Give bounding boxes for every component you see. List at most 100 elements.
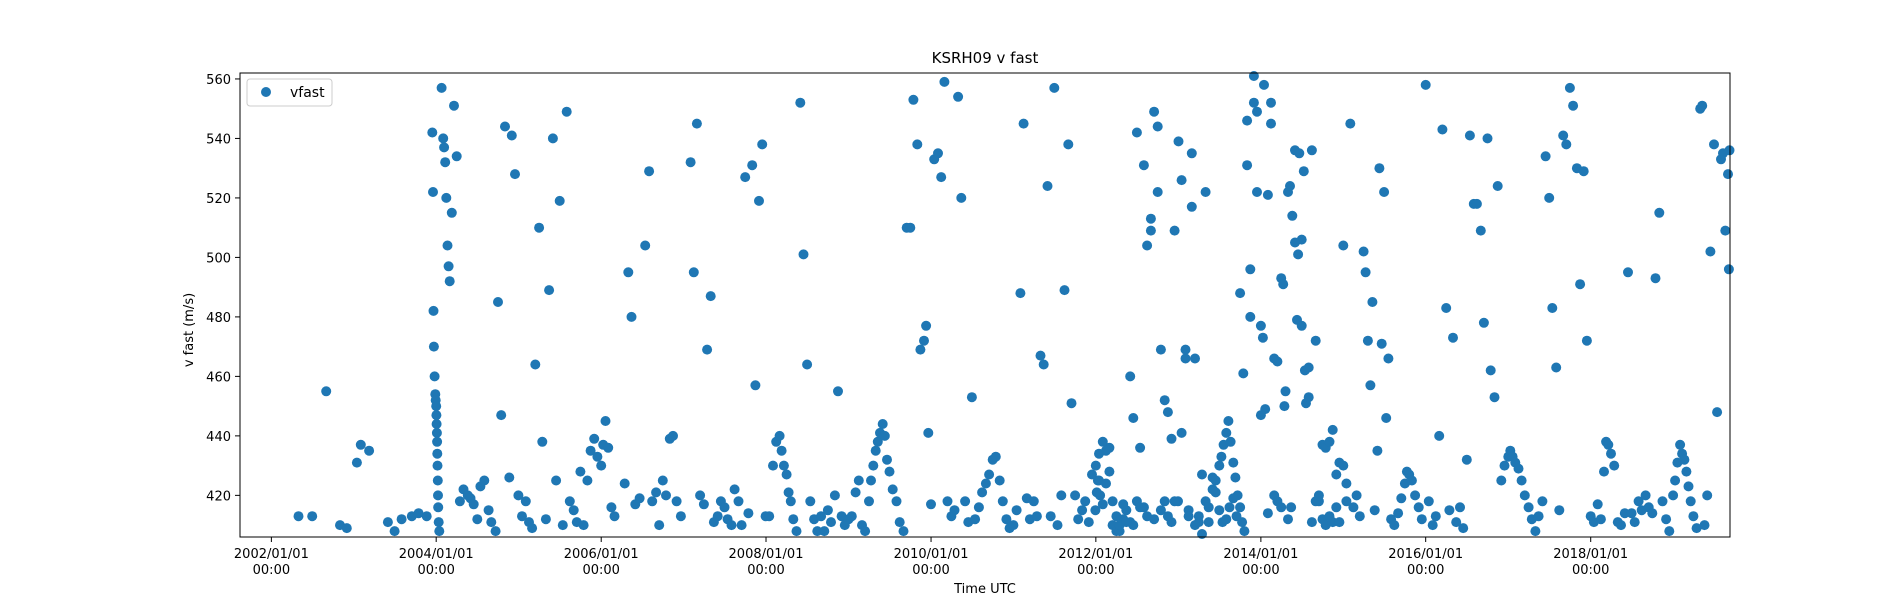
data-point xyxy=(1049,82,1060,93)
data-point xyxy=(1381,413,1392,423)
data-point xyxy=(1441,303,1452,313)
data-point xyxy=(1142,240,1153,251)
data-point xyxy=(1396,493,1407,504)
data-point xyxy=(438,133,449,144)
data-point xyxy=(493,297,503,307)
data-point xyxy=(1461,454,1472,465)
data-point xyxy=(1255,410,1266,421)
data-point xyxy=(905,222,916,233)
data-point xyxy=(454,496,465,507)
data-point xyxy=(1203,502,1214,513)
data-point xyxy=(1125,371,1136,382)
data-point xyxy=(1354,511,1365,522)
data-point xyxy=(428,341,439,352)
x-tick-time-label: 00:00 xyxy=(1572,563,1609,578)
data-point xyxy=(973,502,984,513)
data-point xyxy=(776,445,787,456)
data-point xyxy=(719,502,730,513)
data-point xyxy=(1272,356,1283,367)
data-point xyxy=(1239,526,1250,537)
data-point xyxy=(783,487,794,498)
data-point xyxy=(826,517,836,528)
data-point xyxy=(534,222,545,233)
data-point xyxy=(1138,502,1149,513)
data-point xyxy=(1266,97,1276,108)
data-point xyxy=(671,496,682,507)
data-point xyxy=(1554,505,1565,516)
data-point xyxy=(432,436,443,447)
data-point xyxy=(1393,508,1404,519)
data-point xyxy=(1661,514,1672,525)
data-point xyxy=(433,502,444,513)
x-tick-label: 2006/01/01 xyxy=(564,547,639,562)
data-point xyxy=(540,514,551,525)
data-point xyxy=(833,386,843,397)
data-point xyxy=(1145,213,1156,224)
data-point xyxy=(1203,517,1214,528)
data-point xyxy=(736,520,747,531)
y-tick-label: 500 xyxy=(206,251,231,266)
data-point xyxy=(433,490,443,501)
data-point xyxy=(382,517,393,528)
x-tick-time-label: 00:00 xyxy=(1407,563,1444,578)
x-axis-ticks: 2002/01/0100:002004/01/0100:002006/01/01… xyxy=(234,537,1628,578)
x-tick-label: 2010/01/01 xyxy=(894,547,969,562)
data-point xyxy=(341,523,352,534)
data-point xyxy=(788,514,799,525)
data-point xyxy=(389,526,400,537)
data-point xyxy=(1485,365,1496,376)
data-point xyxy=(1228,493,1239,504)
data-point xyxy=(990,451,1001,462)
data-point xyxy=(1564,82,1575,93)
data-point xyxy=(1675,439,1686,450)
data-point xyxy=(1595,514,1606,525)
x-tick-time-label: 00:00 xyxy=(912,563,949,578)
data-point xyxy=(939,76,950,87)
data-point xyxy=(1107,496,1118,507)
data-point xyxy=(743,508,754,519)
data-point xyxy=(1283,514,1293,525)
data-point xyxy=(882,454,892,465)
data-point xyxy=(1451,517,1462,528)
data-point xyxy=(1691,523,1702,534)
data-point xyxy=(1166,433,1177,444)
data-point xyxy=(1623,267,1633,278)
data-point xyxy=(805,496,816,507)
data-point xyxy=(1290,237,1300,248)
data-point xyxy=(1221,514,1232,525)
data-point xyxy=(1248,97,1259,108)
data-point xyxy=(517,511,527,522)
data-point xyxy=(1001,514,1012,525)
data-point xyxy=(1259,79,1269,90)
data-point xyxy=(657,475,668,486)
data-point xyxy=(582,475,593,486)
data-point xyxy=(1035,350,1046,361)
data-point xyxy=(1011,505,1022,516)
data-point xyxy=(600,416,611,426)
data-point xyxy=(640,240,651,251)
data-point xyxy=(822,505,833,516)
data-point xyxy=(1365,380,1376,391)
data-point xyxy=(1166,517,1177,528)
data-point xyxy=(757,139,768,150)
data-point xyxy=(1367,297,1378,307)
data-point xyxy=(819,526,830,537)
data-point xyxy=(1338,240,1349,251)
data-point xyxy=(812,526,823,537)
y-tick-label: 520 xyxy=(206,192,231,207)
data-point xyxy=(1458,523,1469,534)
data-point xyxy=(908,94,919,105)
x-axis-label: Time UTC xyxy=(953,582,1016,597)
data-point xyxy=(1231,511,1242,522)
data-point xyxy=(764,511,775,522)
legend-box xyxy=(246,78,333,107)
data-point xyxy=(603,442,614,453)
data-point xyxy=(557,520,568,531)
data-point xyxy=(960,496,971,507)
data-point xyxy=(1235,502,1246,513)
y-axis-label: v fast (m/s) xyxy=(182,293,197,367)
data-point xyxy=(1489,392,1500,403)
data-point xyxy=(1101,478,1111,489)
data-point xyxy=(1331,469,1342,480)
data-point xyxy=(355,439,366,450)
